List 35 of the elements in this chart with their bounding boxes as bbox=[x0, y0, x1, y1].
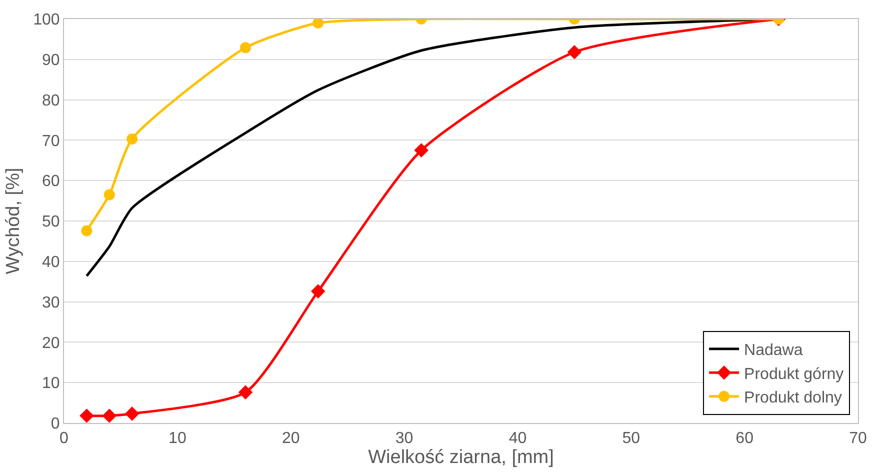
point bbox=[567, 44, 582, 60]
y-tick-label: 70 bbox=[42, 132, 60, 150]
y-tick-label: 40 bbox=[42, 254, 60, 271]
y-tick-label: 20 bbox=[42, 334, 60, 352]
y-tick-label: 90 bbox=[42, 52, 60, 69]
x-tick-label: 50 bbox=[622, 430, 640, 448]
y-axis-title: Wychód, [%] bbox=[2, 168, 24, 274]
legend-label: Produkt dolny bbox=[744, 390, 842, 407]
point bbox=[238, 385, 253, 400]
x-tick-label: 10 bbox=[168, 430, 186, 448]
point bbox=[104, 189, 115, 200]
x-axis-title: Wielkość ziarna, [mm] bbox=[368, 447, 554, 468]
x-tick-label: 60 bbox=[736, 430, 754, 448]
y-tick-label: 80 bbox=[42, 92, 60, 110]
point bbox=[124, 406, 140, 421]
x-tick-label: 40 bbox=[508, 430, 527, 448]
point bbox=[81, 225, 92, 236]
point bbox=[310, 284, 326, 298]
x-tick-label: 30 bbox=[395, 430, 414, 448]
point bbox=[80, 408, 94, 423]
x-tick-label: 70 bbox=[849, 430, 867, 448]
point bbox=[240, 42, 251, 54]
point bbox=[312, 19, 324, 29]
y-tick-label: 60 bbox=[42, 173, 60, 190]
y-tick-label: 50 bbox=[42, 214, 60, 231]
point bbox=[126, 133, 138, 144]
point bbox=[414, 143, 428, 158]
y-tick-label: 10 bbox=[42, 375, 60, 392]
legend-label: Produkt górny bbox=[744, 366, 844, 383]
legend-label: Nadawa bbox=[744, 342, 803, 360]
y-tick-label: 100 bbox=[33, 12, 60, 29]
y-tick-label: 30 bbox=[42, 294, 60, 312]
point bbox=[102, 408, 117, 423]
y-tick-label: 0 bbox=[50, 416, 60, 433]
x-tick-label: 20 bbox=[282, 430, 300, 448]
